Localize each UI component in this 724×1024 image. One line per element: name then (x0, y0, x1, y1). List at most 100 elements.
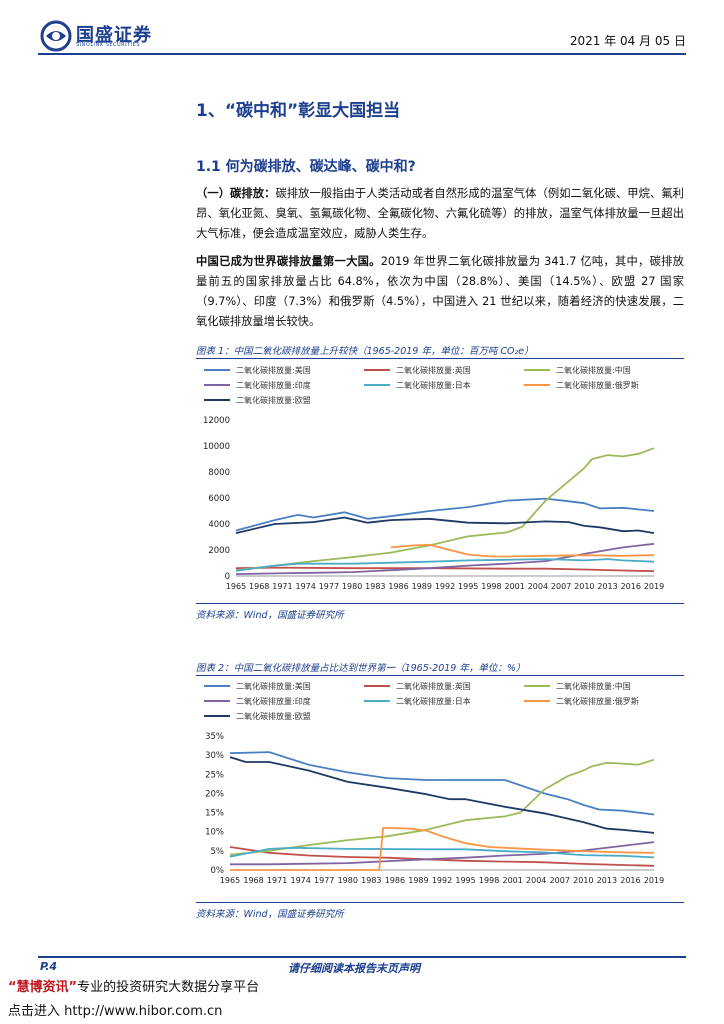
x-tick-label: 1989 (412, 582, 432, 591)
figure-1-chart: 二氧化碳排放量:美国 二氧化碳排放量:英国 二氧化碳排放量:中国二氧化碳排放量:印度… (203, 365, 664, 591)
series-line (235, 447, 655, 572)
disclaimer-link[interactable]: 请仔细阅读本报告末页声明 (288, 962, 420, 975)
paragraph-body: 2019 年世界二氧化碳排放量为 341.7 亿吨，其中，碳排放量前五的国家排放… (196, 255, 684, 328)
legend-label: 二氧化碳排放量:中国 (556, 681, 631, 691)
series-line (229, 758, 655, 856)
x-tick-label: 1983 (361, 876, 381, 885)
subsection-heading: 1.1 何为碳排放、碳达峰、碳中和? (196, 159, 416, 175)
legend-label: 二氧化碳排放量:欧盟 (236, 711, 311, 721)
header-divider (38, 53, 686, 55)
legend-label: 二氧化碳排放量:英国 (396, 365, 471, 375)
series-line (229, 846, 655, 867)
legend-item: 二氧化碳排放量:美国 (204, 681, 311, 691)
legend-label: 二氧化碳排放量:中国 (556, 365, 631, 375)
figure-2-caption: 图表 2：中国二氧化碳排放量占比达到世界第一（1965-2019 年，单位：%） (196, 663, 526, 674)
y-tick-label: 15% (205, 809, 224, 819)
x-tick-label: 2019 (644, 876, 664, 885)
watermark-tagline-text: 专业的投资研究大数据分享平台 (77, 980, 260, 995)
figure-1-source: 资料来源：Wind，国盛证券研究所 (196, 610, 344, 621)
legend-item: 二氧化碳排放量:英国 (364, 681, 471, 691)
legend-label: 二氧化碳排放量:美国 (236, 365, 311, 375)
legend-item: 二氧化碳排放量:日本 (364, 380, 471, 390)
figure-2-source: 资料来源：Wind，国盛证券研究所 (196, 909, 344, 920)
x-tick-label: 2001 (502, 876, 522, 885)
x-tick-label: 2010 (574, 582, 594, 591)
legend-label: 二氧化碳排放量:印度 (236, 696, 311, 706)
legend-item: 二氧化碳排放量:欧盟 (204, 395, 311, 405)
x-tick-label: 2019 (644, 582, 664, 591)
figure-2-chart: 二氧化碳排放量:美国 二氧化碳排放量:英国 二氧化碳排放量:中国二氧化碳排放量:印度… (204, 681, 664, 885)
paragraph-lead: 中国已成为世界碳排放量第一大国。 (196, 255, 381, 268)
series-line (235, 516, 655, 534)
series-line (229, 751, 655, 816)
y-tick-label: 25% (205, 770, 224, 780)
figure-1-bottom-rule (196, 603, 684, 604)
x-tick-label: 1977 (314, 876, 334, 885)
series-line (235, 558, 655, 572)
series-line (235, 497, 655, 532)
legend-label: 二氧化碳排放量:俄罗斯 (556, 380, 639, 390)
x-tick-label: 1971 (272, 582, 292, 591)
watermark-brand: “慧博资讯” (8, 980, 78, 995)
x-tick-label: 2007 (551, 582, 571, 591)
series-line (230, 826, 655, 871)
series-line (235, 542, 655, 575)
x-tick-label: 1986 (388, 582, 408, 591)
x-tick-label: 1983 (365, 582, 385, 591)
y-tick-label: 0% (211, 866, 225, 876)
brand-logo-icon (40, 20, 72, 52)
legend-label: 二氧化碳排放量:俄罗斯 (556, 696, 639, 706)
x-tick-label: 1998 (479, 876, 499, 885)
legend-label: 二氧化碳排放量:美国 (236, 681, 311, 691)
x-tick-label: 1968 (249, 582, 269, 591)
legend-item: 二氧化碳排放量:俄罗斯 (524, 380, 639, 390)
x-tick-label: 1980 (338, 876, 358, 885)
x-tick-label: 2001 (504, 582, 524, 591)
paragraph-china-emission: 中国已成为世界碳排放量第一大国。2019 年世界二氧化碳排放量为 341.7 亿… (196, 252, 684, 332)
series-line (229, 846, 655, 859)
x-tick-label: 1971 (267, 876, 287, 885)
legend-label: 二氧化碳排放量:日本 (396, 696, 471, 706)
series-line (229, 756, 655, 834)
x-tick-label: 1968 (243, 876, 263, 885)
y-tick-label: 12000 (203, 416, 230, 426)
brand-name: 国盛证券 (76, 25, 152, 46)
x-tick-label: 2016 (621, 582, 641, 591)
section-heading: 1、“碳中和”彰显大国担当 (196, 101, 401, 121)
legend-label: 二氧化碳排放量:欧盟 (236, 395, 311, 405)
legend-item: 二氧化碳排放量:欧盟 (204, 711, 311, 721)
x-tick-label: 1995 (458, 582, 478, 591)
x-tick-label: 2013 (597, 582, 617, 591)
x-tick-label: 2013 (597, 876, 617, 885)
series-line (235, 566, 655, 573)
legend-item: 二氧化碳排放量:英国 (364, 365, 471, 375)
legend-item: 二氧化碳排放量:中国 (524, 365, 631, 375)
legend-label: 二氧化碳排放量:日本 (396, 380, 471, 390)
legend-item: 二氧化碳排放量:日本 (364, 696, 471, 706)
x-tick-label: 1995 (455, 876, 475, 885)
legend-label: 二氧化碳排放量:印度 (236, 380, 311, 390)
figure-2-bottom-rule (196, 902, 684, 903)
x-tick-label: 2007 (550, 876, 570, 885)
y-tick-label: 2000 (208, 546, 230, 556)
y-tick-label: 35% (205, 732, 224, 742)
page-number: P.4 (40, 960, 58, 973)
x-tick-label: 2016 (620, 876, 640, 885)
x-tick-label: 1986 (385, 876, 405, 885)
y-tick-label: 6000 (208, 494, 230, 504)
footer-divider (38, 956, 686, 958)
y-tick-label: 8000 (208, 468, 230, 478)
x-tick-label: 1998 (481, 582, 501, 591)
x-tick-label: 1977 (319, 582, 339, 591)
y-tick-label: 30% (205, 751, 224, 761)
paragraph-body: 碳排放一般指由于人类活动或者自然形成的温室气体（例如二氧化碳、甲烷、氟利昂、氧化… (196, 187, 684, 240)
watermark-link[interactable]: 点击进入 http://www.hibor.com.cn (8, 1004, 223, 1019)
brand-subtitle: SINOLINK SECURITIES (76, 42, 140, 48)
series-line (390, 543, 655, 558)
y-tick-label: 20% (205, 789, 224, 799)
y-tick-label: 0 (225, 572, 230, 582)
paragraph-lead: （一）碳排放： (196, 187, 276, 200)
y-tick-label: 10000 (203, 442, 230, 452)
x-tick-label: 1992 (435, 582, 455, 591)
legend-item: 二氧化碳排放量:印度 (204, 696, 311, 706)
